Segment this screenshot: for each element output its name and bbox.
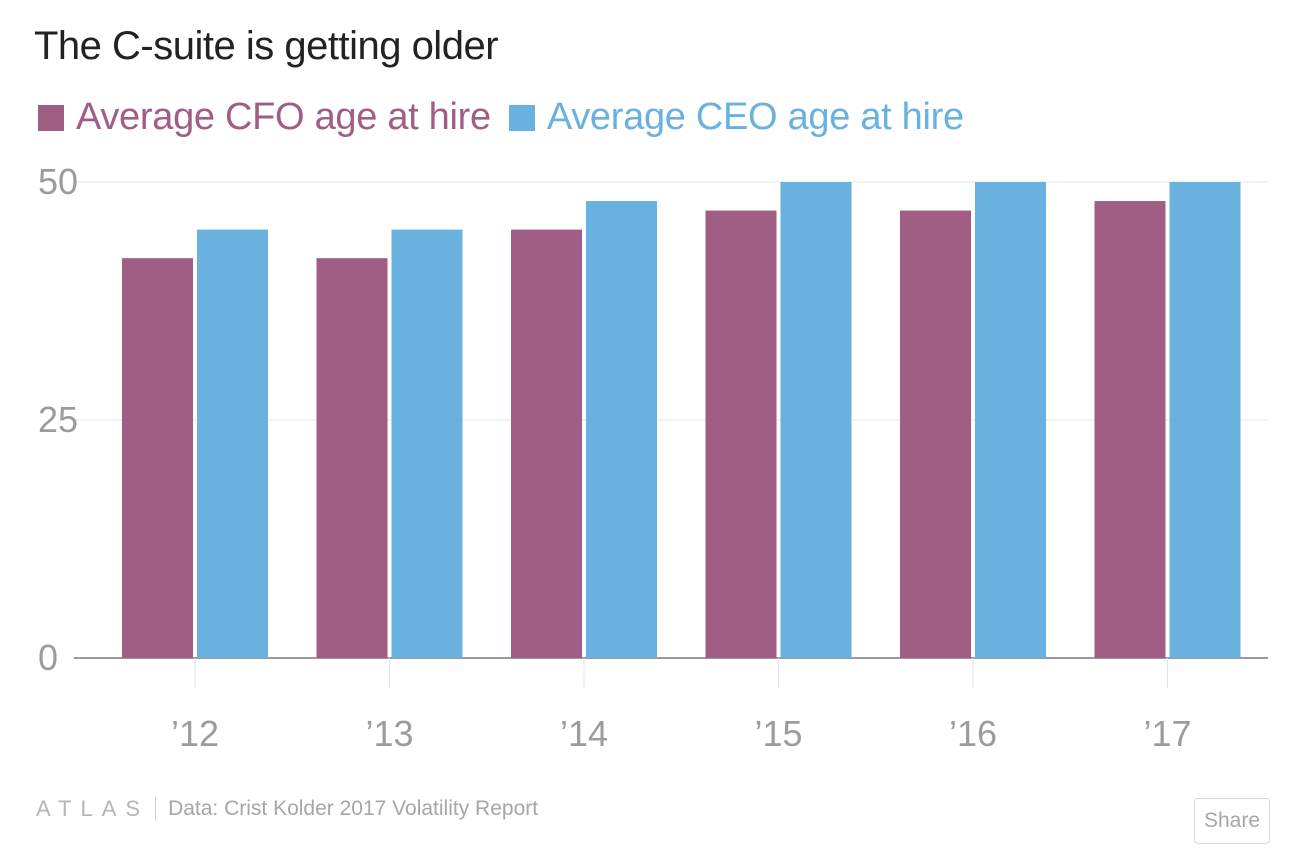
legend-item-ceo: Average CEO age at hire — [508, 96, 964, 139]
x-tick-label-5: ’17 — [1143, 713, 1191, 754]
share-button[interactable]: Share — [1194, 798, 1270, 844]
bar-cfo-2[interactable] — [511, 229, 582, 658]
legend: Average CFO age at hire Average CEO age … — [38, 96, 982, 139]
atlas-logo[interactable]: ATLAS — [36, 796, 150, 821]
bar-ceo-0[interactable] — [197, 229, 268, 658]
bar-ceo-5[interactable] — [1169, 182, 1241, 658]
bar-cfo-5[interactable] — [1094, 201, 1166, 659]
bar-cfo-3[interactable] — [705, 210, 777, 658]
y-tick-labels: 0 25 50 — [38, 161, 78, 678]
x-tick-label-2: ’14 — [560, 713, 608, 754]
y-tick-label-50: 50 — [38, 161, 78, 202]
x-tick-label-1: ’13 — [365, 713, 413, 754]
x-tick-label-4: ’16 — [949, 713, 997, 754]
bar-cfo-0[interactable] — [122, 258, 193, 658]
legend-item-cfo: Average CFO age at hire — [38, 96, 491, 139]
x-tick-labels: ’12 ’13 ’14 ’15 ’16 ’17 — [171, 713, 1192, 754]
footer: ATLAS Data: Crist Kolder 2017 Volatility… — [36, 796, 538, 822]
legend-label-cfo: Average CFO age at hire — [76, 96, 491, 138]
x-tick-label-3: ’15 — [754, 713, 802, 754]
legend-swatch-ceo — [508, 104, 535, 131]
footer-divider — [155, 797, 157, 821]
gridlines — [74, 181, 1268, 659]
bar-cfo-1[interactable] — [316, 258, 388, 658]
x-tick-label-0: ’12 — [171, 713, 219, 754]
data-source: Data: Crist Kolder 2017 Volatility Repor… — [168, 797, 539, 820]
y-tick-label-25: 25 — [38, 399, 78, 440]
y-tick-label-0: 0 — [38, 637, 58, 678]
bar-ceo-4[interactable] — [975, 182, 1046, 658]
legend-swatch-cfo — [38, 104, 64, 131]
legend-label-ceo: Average CEO age at hire — [546, 96, 964, 138]
x-ticks — [194, 658, 1168, 688]
bar-cfo-4[interactable] — [900, 210, 971, 658]
bar-ceo-3[interactable] — [780, 182, 852, 658]
bars — [122, 182, 1241, 659]
bar-ceo-1[interactable] — [391, 229, 463, 658]
bar-ceo-2[interactable] — [586, 201, 657, 659]
chart-title: The C-suite is getting older — [34, 24, 499, 68]
